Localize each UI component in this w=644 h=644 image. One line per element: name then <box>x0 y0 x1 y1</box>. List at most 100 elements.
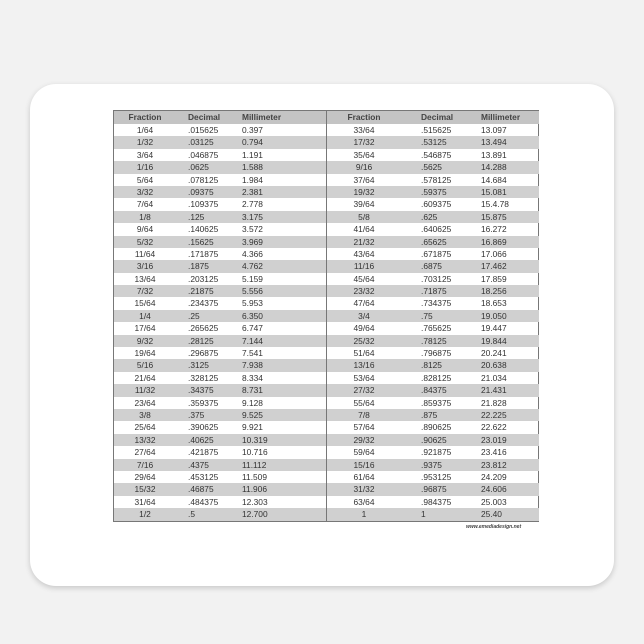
table-row: 17/32 .53125 13.494 <box>327 136 539 149</box>
fraction-cell: 1 <box>361 509 367 520</box>
millimeter-cell: 17.462 <box>481 261 507 272</box>
fraction-cell: 21/32 <box>353 236 375 247</box>
decimal-cell: .46875 <box>188 484 214 495</box>
decimal-cell: .328125 <box>188 372 219 383</box>
millimeter-cell: 2.778 <box>242 199 263 210</box>
fraction-cell: 7/32 <box>136 286 154 297</box>
fraction-cell: 17/32 <box>353 137 375 148</box>
millimeter-cell: 17.066 <box>481 248 507 259</box>
table-row: 5/8 .625 15.875 <box>327 210 539 224</box>
decimal-cell: 1 <box>421 509 426 520</box>
decimal-cell: .25 <box>188 310 200 321</box>
table-row: 21/32 .65625 16.869 <box>327 235 539 248</box>
millimeter-cell: 23.019 <box>481 434 507 445</box>
millimeter-cell: 3.175 <box>242 211 263 222</box>
millimeter-cell: 15.875 <box>481 211 507 222</box>
table-row: 1/2 .5 12.700 <box>114 508 326 521</box>
millimeter-cell: 14.684 <box>481 174 507 185</box>
decimal-cell: .78125 <box>421 335 447 346</box>
millimeter-cell: 13.494 <box>481 137 507 148</box>
decimal-cell: .921875 <box>421 447 452 458</box>
table-row: 55/64 .859375 21.828 <box>327 397 539 409</box>
column-header: Fraction <box>128 112 162 122</box>
millimeter-cell: 16.869 <box>481 236 507 247</box>
table-row: 7/64 .109375 2.778 <box>114 198 326 210</box>
column-header: Decimal <box>421 112 454 122</box>
fraction-cell: 1/16 <box>136 162 154 173</box>
millimeter-cell: 13.097 <box>481 125 507 135</box>
fraction-cell: 1/64 <box>136 125 154 135</box>
table-row: 5/64 .078125 1.984 <box>114 174 326 186</box>
millimeter-cell: 6.747 <box>242 323 263 334</box>
fraction-cell: 9/32 <box>136 335 154 346</box>
fraction-cell: 3/32 <box>136 186 154 197</box>
millimeter-cell: 2.381 <box>242 186 263 197</box>
decimal-cell: .5625 <box>421 162 442 173</box>
table-row: 11/32 .34375 8.731 <box>114 384 326 397</box>
fraction-cell: 5/64 <box>136 174 154 185</box>
fraction-cell: 31/64 <box>134 496 156 507</box>
fraction-cell: 25/64 <box>134 422 156 433</box>
millimeter-cell: 5.953 <box>242 298 263 309</box>
decimal-cell: .453125 <box>188 471 219 482</box>
fraction-cell: 11/16 <box>353 261 375 272</box>
table-row: 15/16 .9375 23.812 <box>327 458 539 471</box>
decimal-cell: .421875 <box>188 447 219 458</box>
fraction-cell: 15/32 <box>134 484 156 495</box>
table-row: 1/4 .25 6.350 <box>114 309 326 323</box>
millimeter-cell: 5.556 <box>242 286 263 297</box>
table-row: 19/32 .59375 15.081 <box>327 185 539 199</box>
table-row: 13/64 .203125 5.159 <box>114 273 326 285</box>
decimal-cell: .671875 <box>421 248 452 259</box>
decimal-cell: .203125 <box>188 273 219 284</box>
fraction-cell: 13/32 <box>134 434 156 445</box>
table-row: 59/64 .921875 23.416 <box>327 446 539 458</box>
decimal-cell: .828125 <box>421 372 452 383</box>
table-row: 9/64 .140625 3.572 <box>114 223 326 235</box>
fraction-cell: 1/32 <box>136 137 154 148</box>
table-row: 31/32 .96875 24.606 <box>327 483 539 496</box>
decimal-cell: .703125 <box>421 273 452 284</box>
millimeter-cell: 10.319 <box>242 434 268 445</box>
fraction-cell: 1/8 <box>139 211 151 222</box>
table-row: 9/32 .28125 7.144 <box>114 334 326 348</box>
millimeter-cell: 11.906 <box>242 484 267 495</box>
decimal-cell: .734375 <box>421 298 452 309</box>
millimeter-cell: 18.256 <box>481 286 507 297</box>
fraction-cell: 27/32 <box>353 385 375 396</box>
millimeter-cell: 19.844 <box>481 335 507 346</box>
fraction-cell: 17/64 <box>134 323 156 334</box>
fraction-cell: 23/64 <box>134 397 156 408</box>
fraction-cell: 19/32 <box>353 186 375 197</box>
table-row: 57/64 .890625 22.622 <box>327 421 539 433</box>
table-row: 21/64 .328125 8.334 <box>114 372 326 384</box>
table-row: 13/32 .40625 10.319 <box>114 433 326 447</box>
column-header: Millimeter <box>481 112 521 122</box>
fraction-cell: 57/64 <box>353 422 375 433</box>
table-row: 1/32 .03125 0.794 <box>114 136 326 149</box>
fraction-cell: 3/4 <box>358 310 370 321</box>
decimal-cell: .015625 <box>188 125 219 135</box>
decimal-cell: .546875 <box>421 149 452 160</box>
fraction-cell: 33/64 <box>353 125 375 135</box>
decimal-cell: .890625 <box>421 422 452 433</box>
fraction-cell: 9/64 <box>136 224 154 235</box>
fraction-cell: 25/32 <box>353 335 375 346</box>
fraction-cell: 13/16 <box>353 360 375 371</box>
decimal-cell: .21875 <box>188 286 214 297</box>
table-left-half: Fraction Decimal Millimeter 1/64 .015625 0.39… <box>114 111 327 521</box>
decimal-cell: .34375 <box>188 385 214 396</box>
fraction-cell: 55/64 <box>353 397 375 408</box>
decimal-cell: .078125 <box>188 174 219 185</box>
decimal-cell: .046875 <box>188 149 219 160</box>
decimal-cell: .140625 <box>188 224 219 235</box>
table-row: 39/64 .609375 15.4.78 <box>327 198 539 210</box>
millimeter-cell: 20.241 <box>481 348 507 359</box>
table-row: 15/32 .46875 11.906 <box>114 483 326 496</box>
fraction-cell: 27/64 <box>134 447 156 458</box>
decimal-cell: .859375 <box>421 397 452 408</box>
table-row: 11/64 .171875 4.366 <box>114 248 326 260</box>
fraction-cell: 1/4 <box>139 310 151 321</box>
millimeter-cell: 22.622 <box>481 422 507 433</box>
table-row: 41/64 .640625 16.272 <box>327 223 539 235</box>
